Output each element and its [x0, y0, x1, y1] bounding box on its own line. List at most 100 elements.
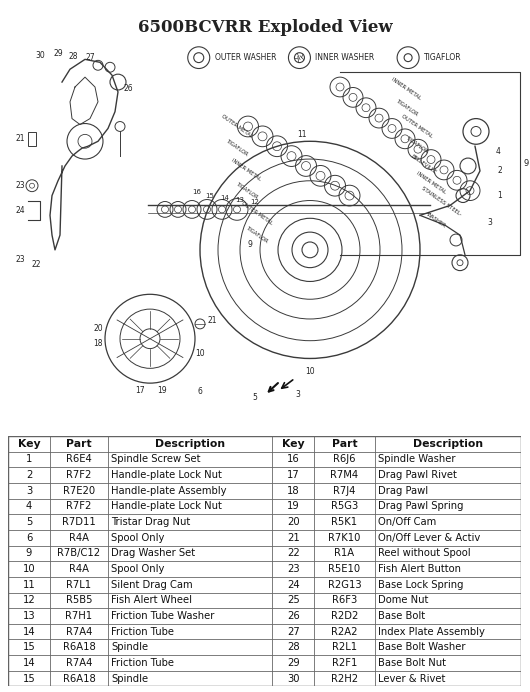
- Text: 30: 30: [35, 51, 45, 60]
- Text: 15: 15: [206, 192, 215, 199]
- Text: INNER WASHER: INNER WASHER: [315, 53, 375, 62]
- Text: 9: 9: [26, 548, 32, 558]
- Text: Spindle Washer: Spindle Washer: [378, 455, 455, 464]
- Text: OUTER METAL: OUTER METAL: [400, 114, 433, 139]
- Text: 21: 21: [287, 533, 299, 543]
- Text: 17: 17: [287, 470, 299, 480]
- Text: 21: 21: [15, 134, 25, 143]
- Text: INNER METAL: INNER METAL: [230, 158, 261, 182]
- Text: R7L1: R7L1: [66, 580, 92, 590]
- Text: 27: 27: [287, 627, 299, 637]
- Text: 24: 24: [287, 580, 299, 590]
- Text: 20: 20: [287, 517, 299, 527]
- Text: Silent Drag Cam: Silent Drag Cam: [111, 580, 193, 590]
- Text: 10: 10: [305, 367, 315, 376]
- Text: 16: 16: [192, 189, 201, 194]
- Text: 15: 15: [23, 642, 36, 653]
- Text: Drag Washer Set: Drag Washer Set: [111, 548, 195, 558]
- Text: R5G3: R5G3: [331, 502, 358, 511]
- Text: R6E4: R6E4: [66, 455, 92, 464]
- Text: 16: 16: [287, 455, 299, 464]
- Text: 27: 27: [85, 53, 95, 62]
- Text: R4A: R4A: [69, 533, 89, 543]
- Text: 17: 17: [135, 385, 145, 394]
- Text: R6F3: R6F3: [332, 595, 357, 606]
- Text: 11: 11: [297, 130, 307, 139]
- Text: Friction Tube: Friction Tube: [111, 627, 174, 637]
- Text: TIGAFLOR: TIGAFLOR: [225, 139, 249, 158]
- Text: R2A2: R2A2: [331, 627, 358, 637]
- Text: Base Bolt: Base Bolt: [378, 611, 425, 621]
- Text: Key: Key: [282, 439, 305, 449]
- Text: Handle-plate Assembly: Handle-plate Assembly: [111, 486, 226, 495]
- Text: R7A4: R7A4: [66, 627, 92, 637]
- Text: R6J6: R6J6: [333, 455, 356, 464]
- Text: 2: 2: [26, 470, 32, 480]
- Text: R7E20: R7E20: [63, 486, 95, 495]
- Text: Base Bolt Washer: Base Bolt Washer: [378, 642, 465, 653]
- Text: Tristar Drag Nut: Tristar Drag Nut: [111, 517, 190, 527]
- Text: R2G13: R2G13: [328, 580, 361, 590]
- Text: 22: 22: [31, 260, 41, 269]
- Text: 23: 23: [15, 255, 25, 264]
- Text: 3: 3: [488, 218, 492, 227]
- Text: 3: 3: [26, 486, 32, 495]
- Text: TIGAFLOR: TIGAFLOR: [245, 226, 269, 244]
- Text: R2F1: R2F1: [332, 658, 357, 668]
- Text: STAINLESS STEEL-: STAINLESS STEEL-: [420, 186, 462, 217]
- Text: TIGAFLOR: TIGAFLOR: [235, 182, 259, 201]
- Text: 13: 13: [23, 611, 36, 621]
- Text: Spindle Screw Set: Spindle Screw Set: [111, 455, 200, 464]
- Text: R1A: R1A: [334, 548, 355, 558]
- Text: R7M4: R7M4: [330, 470, 359, 480]
- Text: 6: 6: [198, 387, 202, 396]
- Text: 6: 6: [26, 533, 32, 543]
- Text: R7K10: R7K10: [328, 533, 361, 543]
- Text: 4: 4: [496, 147, 500, 156]
- Text: Drag Pawl Spring: Drag Pawl Spring: [378, 502, 463, 511]
- Text: 21: 21: [207, 316, 217, 325]
- Text: On/Off Cam: On/Off Cam: [378, 517, 436, 527]
- Text: 30: 30: [287, 673, 299, 684]
- Text: 29: 29: [53, 49, 63, 58]
- Text: Part: Part: [332, 439, 357, 449]
- Text: Description: Description: [155, 439, 225, 449]
- Text: 10: 10: [23, 564, 36, 574]
- Text: 15: 15: [23, 673, 36, 684]
- Text: R5B5: R5B5: [66, 595, 92, 606]
- Text: 19: 19: [157, 385, 167, 394]
- Text: OUTER WASHER: OUTER WASHER: [215, 53, 276, 62]
- Text: Dome Nut: Dome Nut: [378, 595, 428, 606]
- Text: 19: 19: [287, 502, 299, 511]
- Text: R7J4: R7J4: [333, 486, 356, 495]
- Text: Spool Only: Spool Only: [111, 564, 164, 574]
- Text: TIGAFLOR: TIGAFLOR: [395, 98, 419, 117]
- Text: On/Off Lever & Activ: On/Off Lever & Activ: [378, 533, 480, 543]
- Text: 5: 5: [253, 394, 258, 403]
- Text: 9: 9: [524, 159, 529, 168]
- Text: 6500BCVRR Exploded View: 6500BCVRR Exploded View: [138, 19, 392, 37]
- Text: 13: 13: [235, 197, 244, 203]
- Text: Spindle: Spindle: [111, 673, 148, 684]
- Text: Handle-plate Lock Nut: Handle-plate Lock Nut: [111, 502, 222, 511]
- Text: R6A18: R6A18: [63, 642, 95, 653]
- Text: R7B/C12: R7B/C12: [57, 548, 101, 558]
- Text: Reel without Spool: Reel without Spool: [378, 548, 471, 558]
- Text: 26: 26: [287, 611, 299, 621]
- Text: R2H2: R2H2: [331, 673, 358, 684]
- Text: 2: 2: [498, 166, 502, 175]
- Text: Index Plate Assembly: Index Plate Assembly: [378, 627, 485, 637]
- Text: 10: 10: [195, 349, 205, 358]
- Text: R7D11: R7D11: [62, 517, 96, 527]
- Text: 1: 1: [498, 191, 502, 200]
- Text: R2L1: R2L1: [332, 642, 357, 653]
- Text: R4A: R4A: [69, 564, 89, 574]
- Text: WASHER: WASHER: [425, 212, 446, 229]
- Text: Handle-plate Lock Nut: Handle-plate Lock Nut: [111, 470, 222, 480]
- Text: TIGAFLOR: TIGAFLOR: [424, 53, 462, 62]
- Text: 12: 12: [251, 199, 260, 206]
- Text: Spool Only: Spool Only: [111, 533, 164, 543]
- Text: BELLEVILLE: BELLEVILLE: [410, 154, 437, 174]
- Text: OUTER METAL: OUTER METAL: [220, 114, 253, 139]
- Text: Drag Pawl Rivet: Drag Pawl Rivet: [378, 470, 457, 480]
